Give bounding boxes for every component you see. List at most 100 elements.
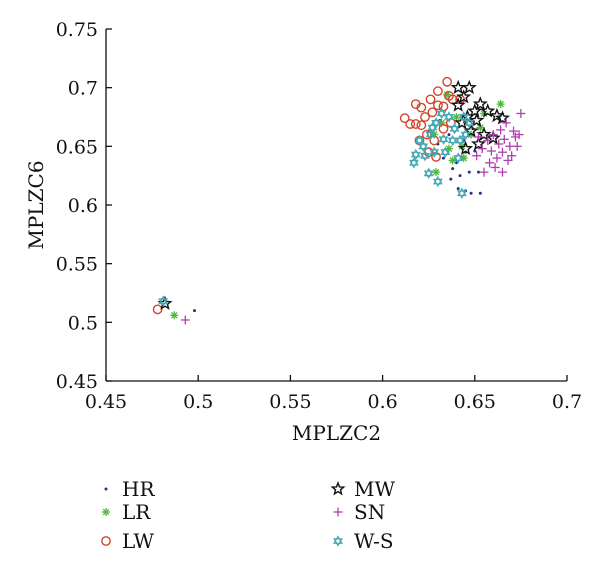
data-point [494, 139, 504, 149]
data-point [438, 101, 449, 112]
data-point [476, 170, 480, 174]
data-point [433, 100, 443, 111]
y-tick-label: 0.55 [56, 254, 98, 276]
data-point [405, 119, 416, 129]
y-axis-label: MPLZC6 [24, 160, 48, 249]
legend-label: HR [122, 477, 155, 501]
data-point [409, 157, 419, 169]
data-point [416, 120, 427, 131]
data-point [486, 146, 496, 156]
legend-item: MW [330, 477, 395, 501]
data-point [467, 103, 483, 118]
x-tick-label: 0.65 [454, 391, 496, 413]
data-point [450, 79, 466, 95]
data-point [472, 151, 482, 161]
data-point [473, 149, 477, 153]
data-point [516, 108, 526, 118]
data-point [483, 135, 493, 145]
data-point [410, 119, 421, 129]
data-point [492, 153, 502, 163]
data-point [477, 144, 487, 154]
data-point [490, 162, 500, 172]
data-point [180, 315, 190, 325]
axes [105, 29, 567, 382]
data-point [497, 147, 507, 157]
data-point [429, 146, 440, 158]
data-point [509, 126, 519, 136]
data-point [461, 79, 477, 95]
data-point [427, 121, 438, 134]
x-ticks: 0.45 0.5 0.55 0.6 0.65 0.7 [85, 375, 582, 413]
data-point [410, 148, 421, 161]
data-point [458, 111, 469, 123]
data-point [514, 130, 524, 140]
data-point [452, 113, 461, 121]
data-point [512, 141, 522, 151]
legend-marker [330, 481, 346, 496]
legend-label: W-S [354, 529, 394, 553]
y-tick-label: 0.7 [68, 78, 98, 100]
data-point [488, 130, 498, 140]
y-tick-label: 0.6 [68, 195, 98, 217]
series-lw [152, 76, 465, 315]
legend-label: LR [122, 500, 151, 524]
data-point [476, 126, 492, 142]
data-point [423, 167, 434, 179]
data-point [416, 102, 427, 113]
data-point [447, 133, 451, 137]
data-point [460, 128, 471, 141]
series-w-s [158, 107, 475, 307]
data-point [442, 76, 453, 87]
data-point [496, 125, 506, 135]
data-point [479, 167, 489, 177]
data-point [464, 117, 475, 129]
data-point [463, 123, 479, 138]
legend-marker [104, 487, 108, 491]
y-tick-label: 0.5 [68, 312, 98, 334]
data-point [480, 103, 496, 118]
x-axis-label: MPLZC2 [292, 421, 381, 445]
data-point [438, 123, 449, 134]
legend-marker [102, 508, 110, 516]
data-point [497, 167, 507, 177]
data-point [501, 118, 511, 128]
y-tick-label: 0.75 [56, 19, 98, 41]
data-point [510, 132, 520, 142]
x-tick-label: 0.6 [367, 391, 397, 413]
data-point [449, 177, 453, 181]
legend-item: LR [102, 500, 151, 524]
data-point [420, 112, 430, 122]
data-point [470, 136, 487, 151]
data-point [170, 311, 179, 320]
y-tick-label: 0.65 [56, 136, 98, 158]
legend-item: HR [104, 477, 155, 501]
data-point [441, 156, 445, 160]
legend-marker [333, 507, 343, 517]
data-point [503, 155, 513, 165]
data-point [414, 134, 425, 147]
series-sn [180, 108, 526, 325]
data-point [399, 113, 410, 124]
data-point [444, 111, 454, 123]
data-point [507, 151, 517, 161]
data-point [469, 191, 473, 195]
data-point [469, 112, 485, 127]
data-point [455, 134, 465, 147]
legend-item: SN [333, 500, 385, 524]
data-point [418, 140, 429, 152]
data-point [450, 97, 466, 112]
data-point [449, 122, 460, 135]
data-point [440, 146, 451, 158]
data-point [454, 161, 458, 165]
data-point [432, 175, 443, 188]
data-point [494, 110, 511, 125]
data-point [499, 134, 509, 144]
data-point [451, 167, 455, 171]
legend-marker [101, 536, 111, 546]
data-point [473, 132, 483, 142]
data-point [420, 149, 430, 162]
x-tick-label: 0.55 [269, 391, 311, 413]
legend-label: SN [354, 500, 385, 524]
x-tick-label: 0.7 [552, 391, 582, 413]
